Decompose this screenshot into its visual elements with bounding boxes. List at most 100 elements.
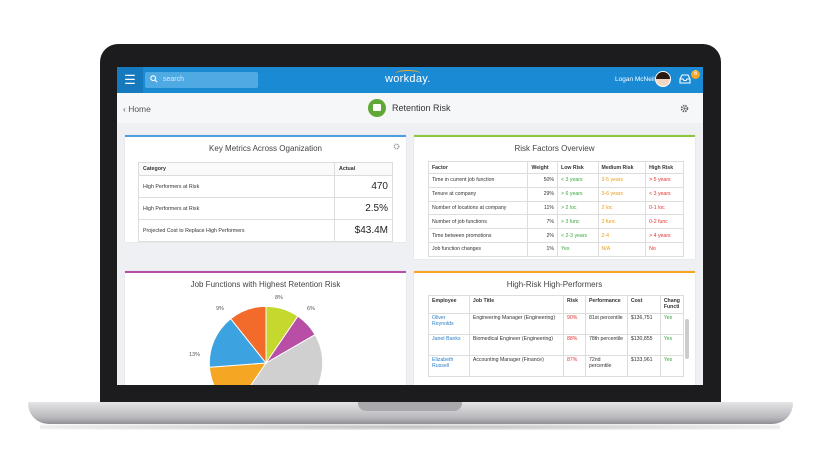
category-cell: Projected Cost to Replace High Performer…	[138, 219, 335, 242]
employee-link[interactable]: Oliver Reynolds	[428, 313, 470, 335]
pie-chart[interactable]	[207, 304, 325, 385]
page-title: Retention Risk	[392, 103, 451, 113]
factor-cell: Number of job functions	[427, 214, 529, 230]
risk-factors-title: Risk Factors Overview	[514, 144, 595, 153]
medium-risk-cell: 3-6 years	[597, 186, 647, 202]
table-row[interactable]: Number of job functions 7% > 3 func 3 fu…	[427, 214, 684, 230]
key-metrics-table: Category Actual High Performers at Risk …	[138, 162, 393, 242]
column-header[interactable]: Employee	[428, 295, 470, 314]
low-risk-cell: > 2 loc	[557, 200, 599, 216]
employee-link[interactable]: Elizabeth Russell	[428, 355, 470, 377]
actual-cell: 470	[334, 175, 393, 198]
factor-cell: Time between promotions	[427, 228, 529, 243]
column-header[interactable]: Risk	[563, 295, 586, 314]
factor-cell: Job function changes	[427, 241, 529, 257]
medium-risk-cell: 2-4	[597, 228, 647, 243]
table-row[interactable]: Janet Banks Biomedical Engineer (Enginee…	[428, 334, 685, 356]
weight-cell: 11%	[527, 200, 559, 216]
column-header[interactable]: Weight	[527, 161, 559, 174]
slice-label: 9%	[216, 306, 224, 312]
medium-risk-cell: 3-5 years	[597, 173, 647, 188]
slice-label: 13%	[189, 352, 201, 358]
high-risk-cell: No	[645, 241, 684, 257]
user-name[interactable]: Logan McNeil	[615, 76, 655, 83]
actual-cell: $43.4M	[334, 219, 393, 242]
high-performers-table: Employee Job Title Risk Performance Cost…	[428, 295, 685, 377]
laptop-shadow	[40, 424, 780, 430]
slice-label: 8%	[275, 295, 283, 301]
cost-cell: $130,855	[626, 334, 661, 356]
employee-link[interactable]: Janet Banks	[428, 334, 470, 356]
table-row[interactable]: Number of locations at company 11% > 2 l…	[427, 200, 684, 216]
column-header[interactable]: Factor	[427, 161, 529, 174]
column-header-line: Functi	[663, 304, 680, 310]
app-screen: ☰ search workday. Logan McNeil 6 ‹ Home …	[117, 67, 703, 385]
table-row[interactable]: Time in current job function 50% < 3 yea…	[427, 173, 684, 188]
weight-cell: 1%	[527, 241, 559, 257]
job-functions-panel: Job Functions with Highest Retention Ris…	[125, 271, 406, 385]
table-row[interactable]: Job function changes 1% Yes N/A No	[427, 241, 684, 257]
low-risk-cell: < 2-3 years	[557, 228, 599, 243]
risk-cell: 88%	[563, 334, 586, 356]
weight-cell: 29%	[527, 186, 559, 202]
weight-cell: 7%	[527, 214, 559, 230]
panel-gear-icon[interactable]	[393, 143, 400, 150]
pie-slice-2[interactable]	[234, 334, 324, 385]
low-risk-cell: > 6 years	[557, 186, 599, 202]
pie-slice-4[interactable]	[208, 318, 267, 368]
column-header[interactable]: Low Risk	[557, 161, 599, 174]
risk-cell: 87%	[563, 355, 586, 377]
search-input[interactable]: search	[145, 72, 258, 88]
slice-label: 6%	[307, 306, 315, 312]
column-header[interactable]: Cost	[626, 295, 661, 314]
high-risk-cell: 0-1 loc	[645, 200, 684, 216]
weight-cell: 50%	[527, 173, 559, 188]
table-row[interactable]: Oliver Reynolds Engineering Manager (Eng…	[428, 313, 685, 335]
table-row[interactable]: High Performers at Risk 470	[138, 175, 393, 198]
performance-cell: 72nd percentile	[584, 355, 628, 377]
table-row[interactable]: High Performers at Risk 2.5%	[138, 197, 393, 220]
table-row[interactable]: Elizabeth Russell Accounting Manager (Fi…	[428, 355, 685, 377]
category-cell: High Performers at Risk	[138, 175, 335, 198]
avatar[interactable]	[655, 71, 671, 87]
change-cell: Yes	[659, 313, 685, 335]
inbox-icon[interactable]	[679, 74, 691, 84]
performance-cell: 78th percentile	[584, 334, 628, 356]
cost-cell: $136,751	[626, 313, 661, 335]
column-header[interactable]: Performance	[584, 295, 628, 314]
low-risk-cell: > 3 func	[557, 214, 599, 230]
job-title-cell: Biomedical Engineer (Engineering)	[468, 334, 565, 356]
high-risk-cell: > 4 years	[645, 228, 684, 243]
medium-risk-cell: N/A	[597, 241, 647, 257]
job-title-cell: Engineering Manager (Engineering)	[468, 313, 565, 335]
category-cell: High Performers at Risk	[138, 197, 335, 220]
key-metrics-title: Key Metrics Across Oganization	[209, 144, 322, 153]
column-header-line: Chang	[663, 298, 680, 304]
factor-cell: Number of locations at company	[427, 200, 529, 216]
workday-logo[interactable]: workday.	[385, 73, 431, 85]
column-header[interactable]: Category	[138, 162, 335, 176]
risk-cell: 90%	[563, 313, 586, 335]
table-row[interactable]: Projected Cost to Replace High Performer…	[138, 219, 393, 242]
key-metrics-panel: Key Metrics Across Oganization Category …	[125, 135, 406, 242]
column-header[interactable]: Medium Risk	[597, 161, 647, 174]
pie-slice-3[interactable]	[209, 362, 267, 385]
pie-slice-5[interactable]	[230, 305, 267, 365]
change-cell: Yes	[659, 334, 685, 356]
table-row[interactable]: Tenure at company 29% > 6 years 3-6 year…	[427, 186, 684, 202]
column-header[interactable]: Chang Functi	[659, 295, 685, 314]
high-performers-title: High-Risk High-Performers	[506, 280, 603, 289]
high-risk-cell: 0-2 func	[645, 214, 684, 230]
weight-cell: 2%	[527, 228, 559, 243]
risk-factors-panel: Risk Factors Overview Factor Weight Low …	[414, 135, 695, 259]
home-link[interactable]: ‹ Home	[123, 104, 151, 114]
column-header[interactable]: Job Title	[468, 295, 565, 314]
laptop-notch	[358, 402, 462, 411]
hamburger-icon[interactable]: ☰	[117, 67, 143, 93]
table-row[interactable]: Time between promotions 2% < 2-3 years 2…	[427, 228, 684, 243]
table-scrollbar[interactable]	[685, 319, 689, 359]
risk-factors-table: Factor Weight Low Risk Medium Risk High …	[427, 161, 684, 257]
column-header[interactable]: High Risk	[645, 161, 684, 174]
gear-icon[interactable]	[680, 104, 689, 113]
column-header[interactable]: Actual	[334, 162, 393, 176]
